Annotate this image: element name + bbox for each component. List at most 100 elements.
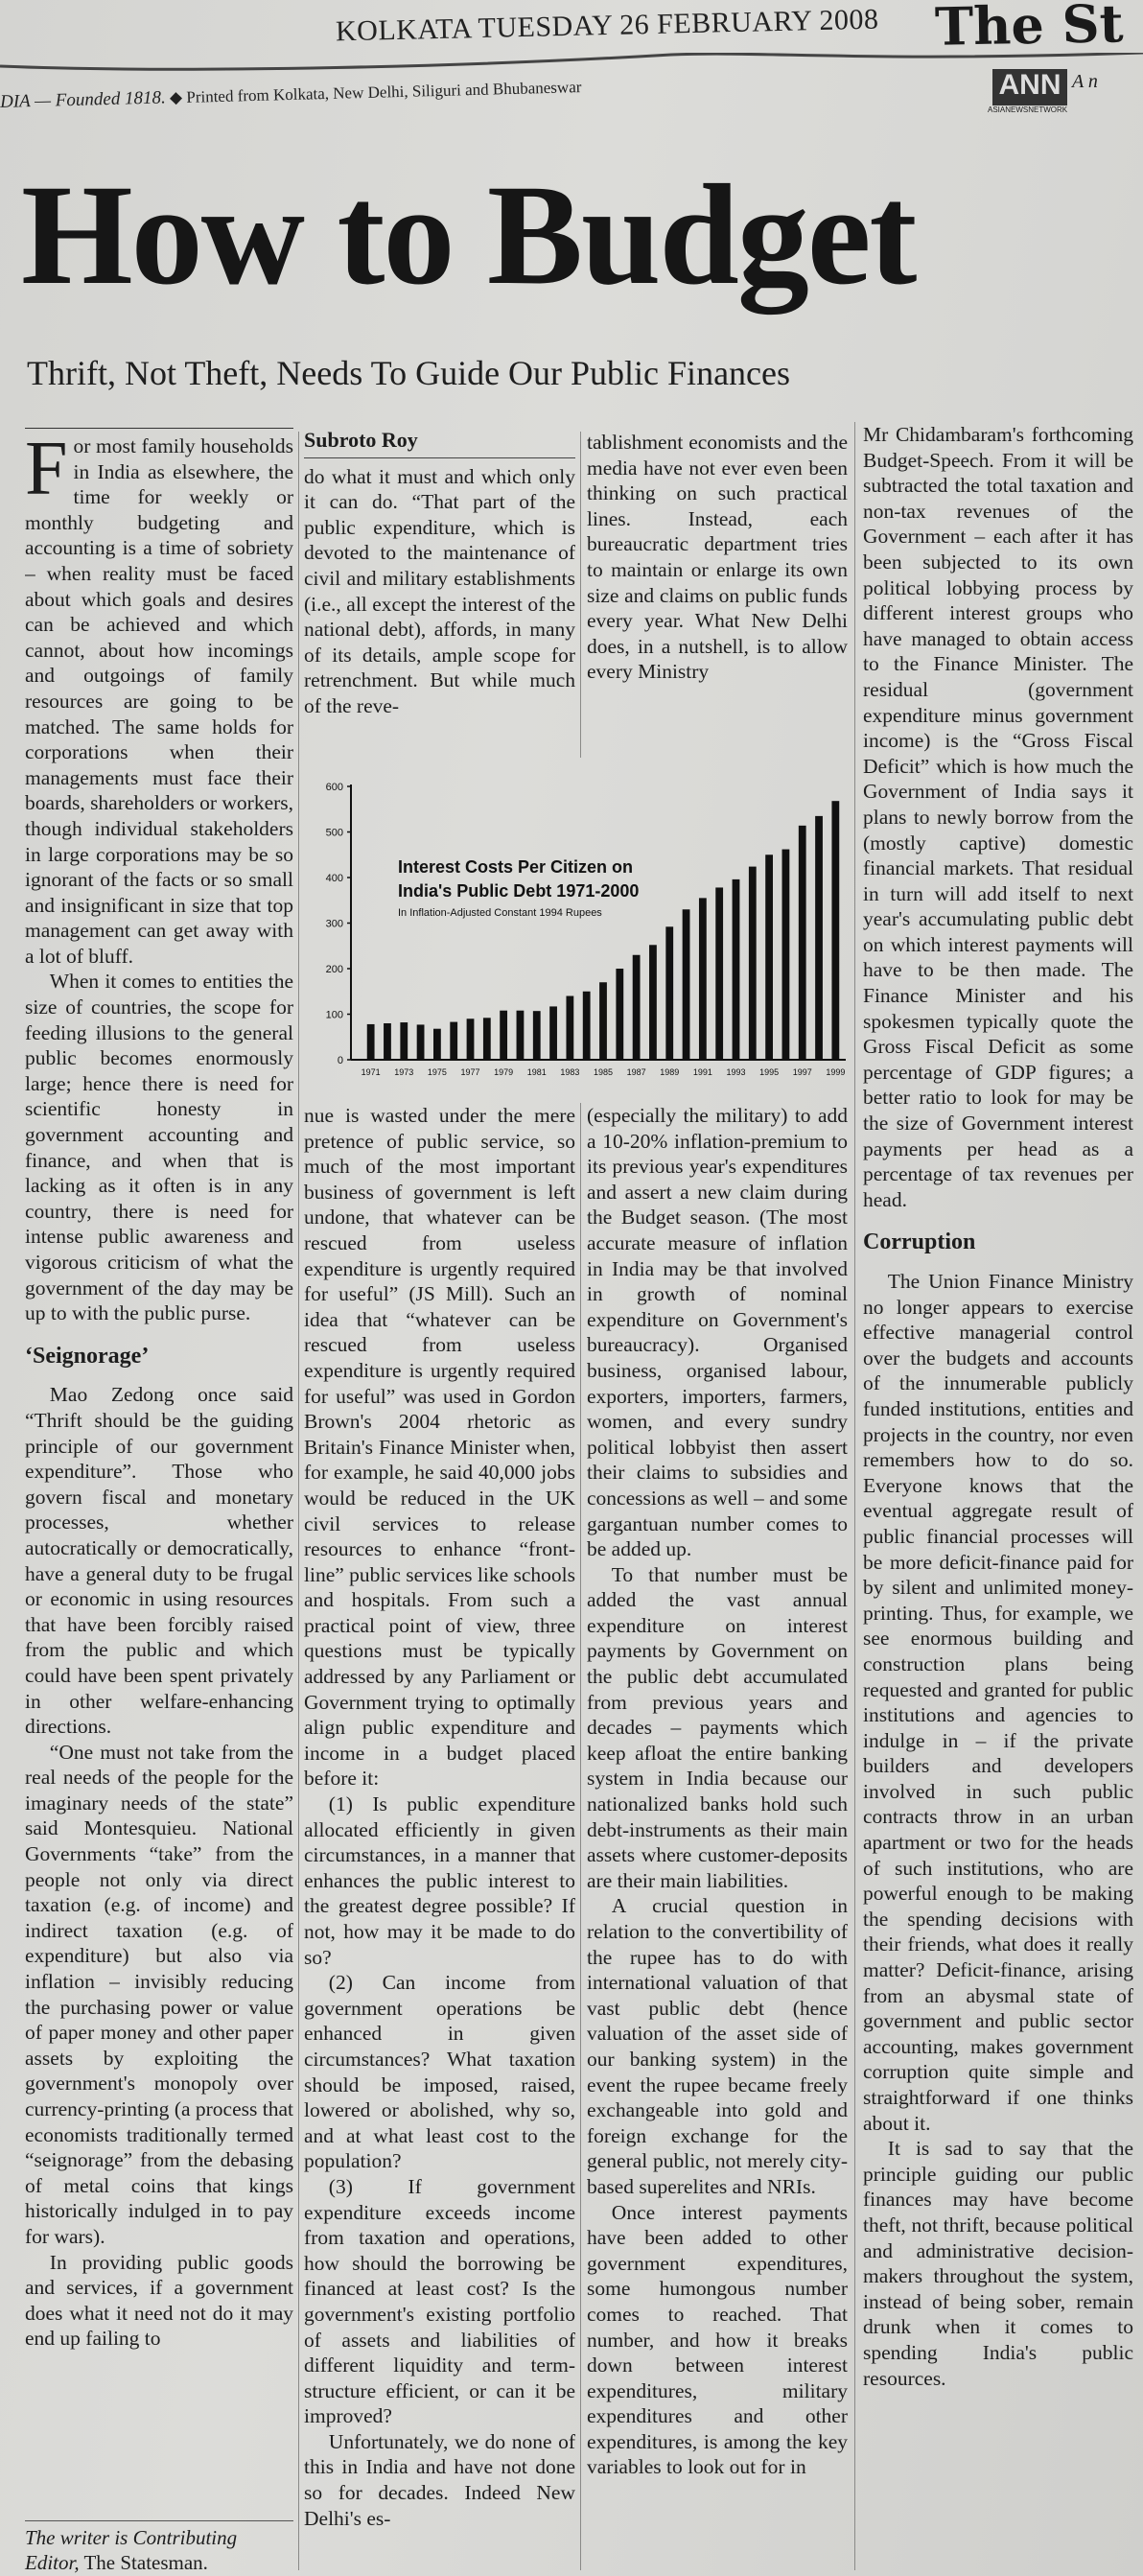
x-tick-label: 1981: [527, 1067, 547, 1077]
paragraph-text: or most family households in India as el…: [25, 434, 293, 968]
chart-subtitle: In Inflation-Adjusted Constant 1994 Rupe…: [398, 907, 602, 919]
author-note-publication: The Statesman.: [79, 2551, 208, 2574]
bar-1988: [649, 945, 657, 1060]
byline: Subroto Roy: [304, 428, 575, 458]
paragraph: In providing public goods and services, …: [25, 2250, 293, 2351]
author-note-italic: The writer is Contributing Editor,: [25, 2526, 238, 2574]
bar-1979: [500, 1010, 508, 1060]
bar-1972: [384, 1023, 391, 1060]
paragraph: (especially the military) to add a 10-20…: [587, 1104, 848, 1561]
bar-1996: [781, 849, 790, 1060]
founded-text: DIA — Founded 1818.: [0, 87, 167, 112]
interest-costs-chart: Interest Costs Per Citizen on India's Pu…: [307, 772, 849, 1101]
bar-1994: [748, 866, 757, 1060]
y-tick-label: 500: [326, 828, 343, 839]
x-tick-label: 1977: [461, 1067, 480, 1077]
headline: How to Budget: [21, 155, 917, 315]
x-tick-label: 1975: [428, 1067, 447, 1077]
bar-1989: [665, 926, 674, 1060]
printed-from: Printed from Kolkata, New Delhi, Siligur…: [186, 78, 582, 106]
chart-title-line1: Interest Costs Per Citizen on: [398, 857, 633, 877]
section-heading-seignorage: ‘Seignorage’: [25, 1343, 150, 1369]
paragraph: Mr Chidambaram's forthcoming Budget-Spee…: [863, 423, 1133, 1211]
chart-svg: Interest Costs Per Citizen on India's Pu…: [326, 782, 846, 1077]
article-column-4: Mr Chidambaram's forthcoming Budget-Spee…: [863, 422, 1133, 2576]
paragraph: When it comes to entities the size of co…: [25, 970, 293, 1325]
y-tick-label: 300: [326, 919, 343, 930]
x-tick-label: 1989: [660, 1067, 679, 1077]
masthead-info: DIA — Founded 1818. ◆ Printed from Kolka…: [0, 77, 582, 113]
bar-1991: [698, 898, 707, 1060]
x-tick-label: 1999: [826, 1067, 845, 1077]
section-heading-corruption: Corruption: [863, 1229, 976, 1255]
x-tick-label: 1997: [793, 1067, 812, 1077]
article-column-3-top: tablishment economists and the media hav…: [587, 430, 848, 761]
x-tick-label: 1971: [362, 1067, 381, 1077]
paragraph: do what it must and which only it can do…: [304, 464, 575, 717]
y-tick-label: 200: [326, 964, 343, 975]
ann-tail: A n: [1072, 71, 1098, 92]
paragraph: (3) If government expenditure exceeds in…: [304, 2174, 575, 2428]
bar-1998: [815, 815, 823, 1060]
bar-1987: [632, 954, 641, 1060]
x-tick-label: 1987: [627, 1067, 646, 1077]
bar-1986: [616, 969, 624, 1060]
paragraph: (2) Can income from government operation…: [304, 1971, 575, 2173]
article-column-3-bottom: (especially the military) to add a 10-20…: [587, 1103, 848, 2576]
bar-1993: [732, 878, 740, 1060]
article-column-2-top: Subroto Roy do what it must and which on…: [304, 428, 575, 759]
bar-1985: [599, 982, 607, 1060]
y-tick-label: 100: [326, 1010, 343, 1021]
bar-1971: [366, 1023, 375, 1060]
paragraph: Mao Zedong once said “Thrift should be t…: [25, 1383, 293, 1739]
bar-1978: [482, 1018, 491, 1060]
paragraph: nue is wasted under the mere pretence of…: [304, 1104, 575, 1791]
drop-cap: F: [25, 433, 68, 511]
bar-1977: [466, 1019, 475, 1060]
bar-1982: [549, 1006, 557, 1060]
bar-1992: [715, 887, 724, 1060]
column-divider: [854, 422, 855, 2570]
column-rule: [25, 428, 293, 429]
paragraph: Once interest payments have been added t…: [587, 2200, 848, 2479]
x-tick-label: 1995: [759, 1067, 779, 1077]
bar-1984: [582, 991, 591, 1060]
bar-1980: [516, 1010, 525, 1060]
bar-1995: [765, 855, 773, 1060]
diamond-icon: ◆: [169, 87, 183, 107]
bar-1990: [682, 909, 690, 1060]
column-divider: [298, 432, 299, 2570]
paragraph: “One must not take from the real needs o…: [25, 1740, 293, 2248]
bar-1981: [532, 1011, 541, 1060]
bar-1973: [400, 1022, 408, 1060]
column-divider: [580, 1103, 581, 2570]
column-divider: [580, 432, 581, 758]
x-tick-label: 1985: [594, 1067, 613, 1077]
bar-1999: [831, 801, 840, 1060]
x-tick-label: 1993: [726, 1067, 745, 1077]
subhead: Thrift, Not Theft, Needs To Guide Our Pu…: [27, 354, 791, 392]
paragraph: Unfortunately, we do none of this in Ind…: [304, 2429, 575, 2530]
paragraph: (1) Is public expenditure allocated effi…: [304, 1792, 575, 1969]
x-tick-label: 1991: [693, 1067, 712, 1077]
masthead-rule: [0, 53, 1143, 71]
paragraph: tablishment economists and the media hav…: [587, 431, 848, 684]
bar-1975: [433, 1028, 441, 1060]
ann-logo: ANN: [992, 69, 1067, 105]
paragraph: The Union Finance Ministry no longer app…: [863, 1270, 1133, 2135]
paragraph: A crucial question in relation to the co…: [587, 1894, 848, 2198]
x-tick-label: 1979: [494, 1067, 513, 1077]
paragraph: It is sad to say that the principle guid…: [863, 2137, 1133, 2390]
ann-subtitle: ASIANEWSNETWORK: [988, 105, 1068, 114]
bar-1976: [450, 1021, 458, 1060]
y-tick-label: 0: [338, 1055, 343, 1066]
bar-1974: [416, 1024, 425, 1060]
y-tick-label: 400: [326, 873, 343, 884]
dateline: KOLKATA TUESDAY 26 FEBRUARY 2008: [335, 3, 879, 48]
bar-1983: [566, 995, 574, 1060]
bar-1997: [798, 825, 806, 1060]
x-tick-label: 1983: [560, 1067, 579, 1077]
newspaper-logo: The St: [934, 0, 1125, 58]
